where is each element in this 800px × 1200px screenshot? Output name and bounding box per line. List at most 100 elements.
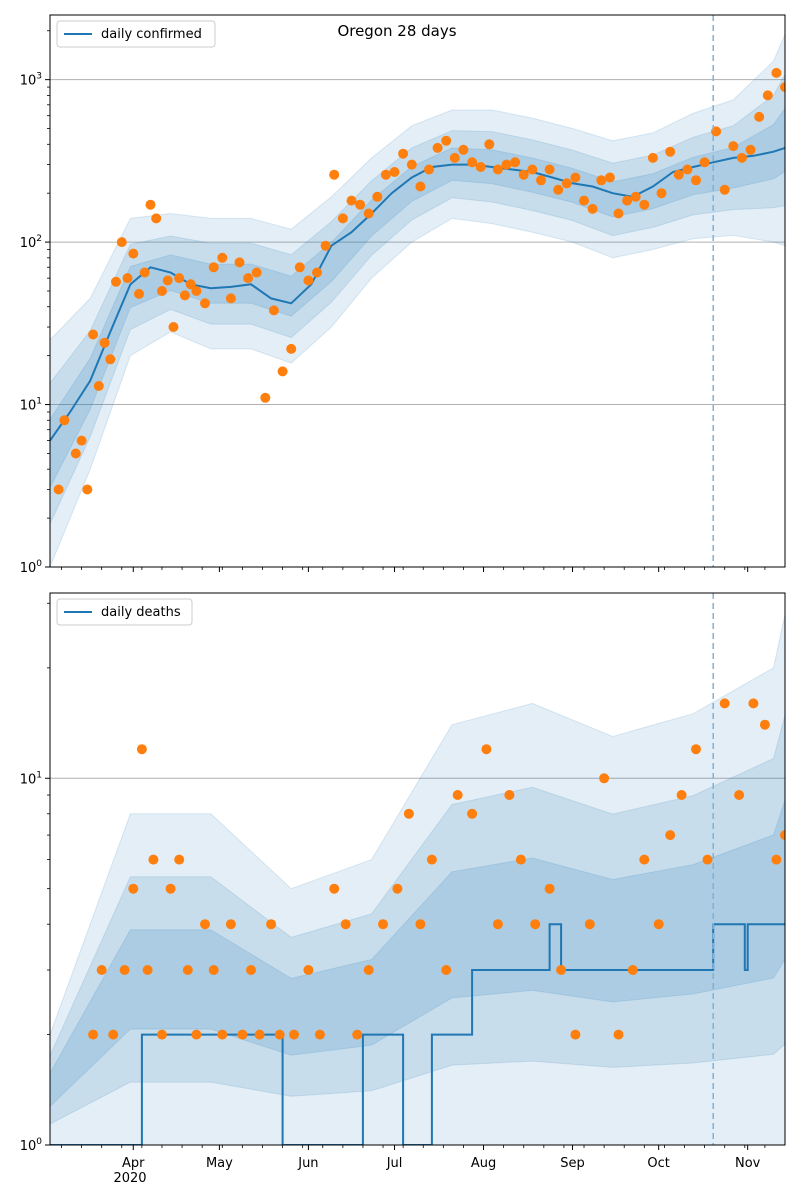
data-point xyxy=(484,139,495,150)
data-point xyxy=(639,199,650,210)
data-point xyxy=(378,919,388,930)
data-point xyxy=(88,329,99,340)
data-point xyxy=(162,275,173,286)
data-point xyxy=(587,203,598,214)
data-point xyxy=(441,965,452,975)
data-point xyxy=(665,146,676,157)
data-point xyxy=(274,1029,285,1040)
data-point xyxy=(682,164,693,175)
data-point xyxy=(337,213,348,224)
data-point xyxy=(673,169,684,180)
data-point xyxy=(286,343,297,354)
deaths-plot-area xyxy=(50,614,785,1145)
data-point xyxy=(518,169,529,180)
y-tick-label: 100 xyxy=(20,1137,43,1154)
data-point xyxy=(481,744,492,755)
data-point xyxy=(415,919,426,930)
data-point xyxy=(142,965,153,975)
data-point xyxy=(243,273,254,284)
data-point xyxy=(530,919,541,930)
data-point xyxy=(452,790,463,800)
y-tick-label: 103 xyxy=(20,72,42,89)
data-point xyxy=(510,157,521,168)
data-point xyxy=(355,199,366,210)
data-point xyxy=(492,164,503,175)
x-tick-label: Jun xyxy=(297,1156,318,1171)
data-point xyxy=(771,67,782,78)
chart-title: Oregon 28 days xyxy=(337,22,456,40)
data-point xyxy=(208,965,219,975)
data-point xyxy=(59,415,70,426)
data-point xyxy=(676,790,687,800)
data-point xyxy=(604,172,615,183)
deaths-panel: 100 101 Apr May Jun Jul Aug Sep Oct Nov daily de… xyxy=(20,592,786,1186)
data-point xyxy=(570,172,581,183)
data-point xyxy=(111,276,121,287)
data-point xyxy=(208,262,219,273)
data-point xyxy=(320,240,331,251)
data-point xyxy=(544,164,555,175)
data-point xyxy=(504,790,515,800)
data-point xyxy=(389,167,400,177)
data-point xyxy=(122,273,133,284)
deaths-axes-frame xyxy=(49,592,786,1146)
x-tick-label: Aug xyxy=(471,1156,496,1171)
data-point xyxy=(449,152,460,163)
data-point xyxy=(99,337,110,348)
data-point xyxy=(179,290,190,301)
data-point xyxy=(630,191,641,202)
x-tick-label: Nov xyxy=(735,1156,761,1171)
data-point xyxy=(719,698,730,709)
data-point xyxy=(260,392,271,403)
data-point xyxy=(622,195,633,206)
series-line xyxy=(50,923,785,1145)
confirmed-legend-box xyxy=(56,20,216,48)
uncertainty-band xyxy=(50,34,785,567)
x-tick-label: May xyxy=(206,1156,233,1171)
data-point xyxy=(627,965,638,975)
data-point xyxy=(76,435,87,446)
data-point xyxy=(424,164,434,175)
data-point xyxy=(613,208,624,219)
data-point xyxy=(70,448,81,459)
data-point xyxy=(174,273,185,284)
data-point xyxy=(303,275,314,286)
data-point xyxy=(579,195,589,206)
data-point xyxy=(665,830,676,841)
data-point xyxy=(734,790,745,800)
data-point xyxy=(613,1029,624,1040)
data-point xyxy=(200,919,210,930)
data-point xyxy=(254,1029,265,1040)
data-point xyxy=(527,164,538,175)
confirmed-x-axis xyxy=(61,567,766,572)
data-point xyxy=(745,144,756,155)
data-point xyxy=(691,175,701,186)
data-point xyxy=(556,965,567,975)
data-point xyxy=(702,854,713,865)
data-point xyxy=(217,252,228,263)
data-point xyxy=(289,1029,299,1040)
data-point xyxy=(536,175,546,186)
data-point xyxy=(88,1029,99,1040)
data-point xyxy=(352,1029,363,1040)
data-point xyxy=(553,184,564,195)
data-point xyxy=(128,883,139,894)
data-point xyxy=(157,286,167,296)
data-point xyxy=(759,719,770,730)
data-point xyxy=(441,135,452,146)
data-point xyxy=(748,698,759,709)
data-point xyxy=(380,169,391,180)
data-point xyxy=(329,169,340,180)
data-point xyxy=(346,195,357,206)
uncertainty-band xyxy=(50,614,785,1145)
data-point xyxy=(185,279,196,290)
data-point xyxy=(116,237,127,248)
data-point xyxy=(458,144,469,155)
data-point xyxy=(780,82,785,93)
deaths-y-axis: 100 101 xyxy=(20,602,50,1154)
data-point xyxy=(599,773,610,784)
y-tick-label: 102 xyxy=(20,234,42,251)
data-point xyxy=(53,484,64,495)
data-point xyxy=(544,883,555,894)
